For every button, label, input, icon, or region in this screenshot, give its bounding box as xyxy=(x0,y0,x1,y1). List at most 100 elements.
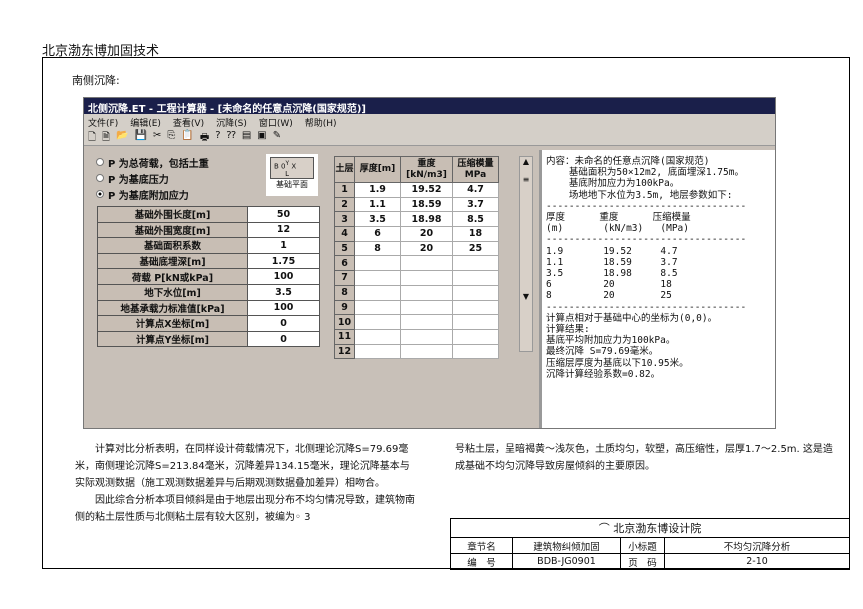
param-row: 地下水位[m] 3.5 xyxy=(97,283,320,301)
menu-item[interactable]: 文件(F) xyxy=(88,119,119,129)
param-row: 计算点Y坐标[m] 0 xyxy=(97,330,320,348)
param-input[interactable]: 50 xyxy=(247,206,320,223)
radio-option[interactable]: P 为总荷载，包括土重 xyxy=(96,154,209,170)
grid-cell[interactable]: 1.9 xyxy=(354,182,401,198)
grid-cell[interactable] xyxy=(452,255,499,272)
open-file-icon[interactable]: 🗎 xyxy=(102,132,111,143)
radio-button[interactable] xyxy=(96,190,104,198)
grid-cell[interactable] xyxy=(452,284,499,301)
grid-cell[interactable] xyxy=(400,255,453,272)
grid-cell[interactable]: 19.52 xyxy=(400,182,453,198)
menu-item[interactable]: 编辑(E) xyxy=(130,119,161,129)
param-label: 地基承载力标准值[kPa] xyxy=(97,299,248,317)
grid-cell[interactable] xyxy=(354,343,401,360)
param-input[interactable]: 1 xyxy=(247,237,320,254)
layer-number: 7 xyxy=(334,270,355,286)
preview-icon[interactable]: ▣ xyxy=(257,130,267,141)
plan-b: B xyxy=(274,162,279,171)
radio-option[interactable]: P 为基底压力 xyxy=(96,170,209,186)
param-input[interactable]: 3.5 xyxy=(247,283,320,301)
calc-icon[interactable]: ▤ xyxy=(241,130,252,141)
toolbar: 🗋 🗎 📂 💾 ✂ ⎘ 📋 🖶? ⁇ ▤ ▣ ✎ xyxy=(84,129,775,146)
title-block: ⌒ 北京渤东博设计院 章节名 建筑物纠倾加固 小标题 不均匀沉降分析 编 号 BDB-J… xyxy=(450,518,850,570)
grid-row: 8 xyxy=(334,284,499,301)
save-icon[interactable]: 💾 xyxy=(134,130,147,141)
grid-cell[interactable] xyxy=(452,343,499,360)
grid-cell[interactable]: 18 xyxy=(452,226,499,242)
grid-cell[interactable]: 18.59 xyxy=(400,196,453,213)
grid-cell[interactable]: 3.7 xyxy=(452,196,499,213)
plan-y: Y xyxy=(285,161,290,167)
grid-cell[interactable]: 8 xyxy=(354,240,401,257)
grid-cell[interactable] xyxy=(400,299,453,316)
param-label: 地下水位[m] xyxy=(97,283,248,301)
grid-cell[interactable] xyxy=(354,299,401,316)
grid-cell[interactable]: 1.1 xyxy=(354,196,401,213)
grid-cell[interactable] xyxy=(400,270,453,286)
layer-number: 2 xyxy=(334,196,355,213)
param-row: 计算点X坐标[m] 0 xyxy=(97,315,320,332)
grid-header: 重度[kN/m3] xyxy=(400,156,453,183)
edit-icon[interactable]: ✎ xyxy=(272,130,282,141)
cut-icon[interactable]: ✂ xyxy=(153,130,162,141)
param-input[interactable]: 100 xyxy=(247,299,320,317)
grid-cell[interactable] xyxy=(452,328,499,345)
param-label: 计算点Y坐标[m] xyxy=(97,330,248,348)
page-value: 2-10 xyxy=(664,553,850,570)
context-help-icon[interactable]: ⁇ xyxy=(226,130,236,141)
grid-cell[interactable] xyxy=(354,255,401,272)
grid-cell[interactable] xyxy=(354,284,401,301)
page-frame xyxy=(42,57,850,569)
param-row: 基础底埋深[m] 1.75 xyxy=(97,252,320,270)
org-label: 北京渤东博设计院 xyxy=(613,522,702,535)
layer-number: 9 xyxy=(334,299,355,316)
grid-cell[interactable] xyxy=(354,314,401,330)
param-input[interactable]: 12 xyxy=(247,221,320,239)
grid-cell[interactable]: 6 xyxy=(354,226,401,242)
grid-cell[interactable] xyxy=(400,343,453,360)
grid-cell[interactable]: 8.5 xyxy=(452,211,499,228)
paste-icon[interactable]: 📋 xyxy=(181,130,194,141)
grid-cell[interactable] xyxy=(452,299,499,316)
grid-cell[interactable]: 20 xyxy=(400,240,453,257)
menu-item[interactable]: 沉降(S) xyxy=(216,119,247,129)
grid-cell[interactable]: 3.5 xyxy=(354,211,401,228)
param-input[interactable]: 0 xyxy=(247,330,320,348)
grid-cell[interactable] xyxy=(400,284,453,301)
grid-cell[interactable] xyxy=(452,270,499,286)
grid-cell[interactable]: 18.98 xyxy=(400,211,453,228)
menu-item[interactable]: 帮助(H) xyxy=(304,119,337,129)
grid-row: 2 1.1 18.59 3.7 xyxy=(334,196,499,213)
radio-button[interactable] xyxy=(96,174,104,182)
grid-cell[interactable]: 20 xyxy=(400,226,453,242)
menu-item[interactable]: 窗口(W) xyxy=(258,119,293,129)
radio-button[interactable] xyxy=(96,158,104,166)
grid-cell[interactable] xyxy=(452,314,499,330)
param-input[interactable]: 1.75 xyxy=(247,252,320,270)
grid-cell[interactable]: 4.7 xyxy=(452,182,499,198)
grid-header: 压缩模量MPa xyxy=(452,156,499,183)
menu-item[interactable]: 查看(V) xyxy=(172,119,205,129)
paragraph-1: 计算对比分析表明，在同样设计荷载情况下，北侧理论沉降S=79.69毫米，南侧理论… xyxy=(75,444,410,489)
grid-cell[interactable] xyxy=(400,328,453,345)
grid-scrollbar[interactable]: ▲ ≡ ▼ xyxy=(519,156,533,352)
print-icon[interactable]: 🖶 xyxy=(199,132,210,143)
layer-number: 11 xyxy=(334,328,355,345)
layer-number: 1 xyxy=(334,182,355,198)
grid-row: 12 xyxy=(334,343,499,360)
grid-cell[interactable] xyxy=(354,270,401,286)
radio-option[interactable]: P 为基底附加应力 xyxy=(96,186,209,202)
plan-o: 0 xyxy=(281,162,286,171)
new-icon[interactable]: 🗋 xyxy=(88,132,97,143)
param-input[interactable]: 0 xyxy=(247,315,320,332)
help-icon[interactable]: ? xyxy=(215,130,221,141)
copy-icon[interactable]: ⎘ xyxy=(167,130,176,141)
code-label: 编 号 xyxy=(450,553,513,570)
grid-cell[interactable]: 25 xyxy=(452,240,499,257)
grid-cell[interactable] xyxy=(400,314,453,330)
open-folder-icon[interactable]: 📂 xyxy=(116,130,129,141)
layer-number: 12 xyxy=(334,343,355,360)
param-row: 基础面积系数 1 xyxy=(97,237,320,254)
param-input[interactable]: 100 xyxy=(247,268,320,285)
grid-cell[interactable] xyxy=(354,328,401,345)
